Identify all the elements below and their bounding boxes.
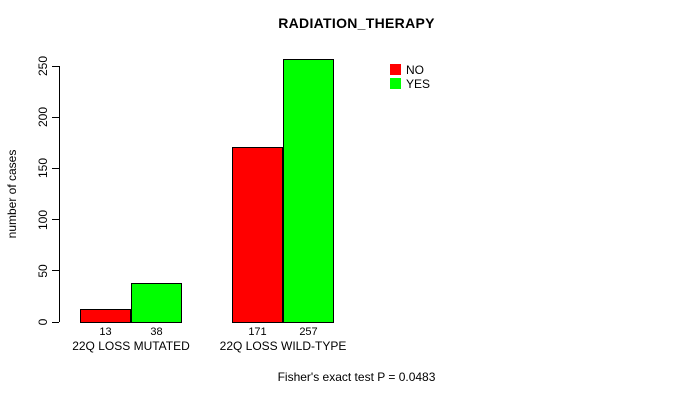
y-axis-tick-label: 150 [36,158,50,179]
y-axis-tick-label: 100 [36,209,50,230]
bar-no-22q-loss-wild-type [232,147,283,323]
bar-yes-22q-loss-wild-type [283,59,334,323]
legend-label-no: NO [406,62,424,77]
y-axis-line [59,66,60,322]
y-axis-tick-label: 200 [36,107,50,128]
y-axis-tick [52,65,59,67]
y-axis-tick [52,116,59,118]
legend: NO YES [390,63,430,91]
bar-value-label: 13 [99,326,112,338]
y-axis-tick [52,167,59,169]
x-category-label: 22Q LOSS MUTATED [72,339,190,353]
y-axis-tick [52,219,59,221]
bar-value-label: 38 [150,326,163,338]
y-axis-tick-label: 0 [36,318,50,326]
x-category-label: 22Q LOSS WILD-TYPE [219,339,347,353]
bar-no-22q-loss-mutated [80,309,131,323]
y-axis-tick-label: 250 [36,55,50,77]
legend-label-yes: YES [406,76,431,91]
y-axis-label: number of cases [5,149,19,239]
legend-item-no: NO [390,62,430,77]
legend-swatch-no [390,64,401,75]
stats-caption: Fisher's exact test P = 0.0483 [277,370,436,384]
legend-item-yes: YES [390,76,431,91]
chart-title: RADIATION_THERAPY [278,15,435,31]
y-axis-tick [52,270,59,272]
bar-value-label: 257 [299,326,318,338]
bar-yes-22q-loss-mutated [131,283,182,323]
y-axis-tick-label: 50 [36,264,50,278]
legend-swatch-yes [390,78,401,89]
bar-value-label: 171 [248,326,267,338]
y-axis-tick [52,321,59,323]
